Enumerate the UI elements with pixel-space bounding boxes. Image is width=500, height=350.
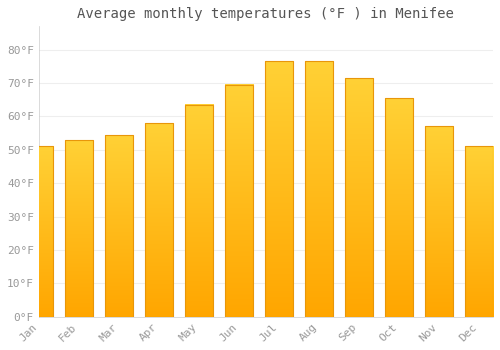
- Bar: [185, 105, 213, 317]
- Bar: [65, 140, 93, 317]
- Bar: [105, 135, 133, 317]
- Title: Average monthly temperatures (°F ) in Menifee: Average monthly temperatures (°F ) in Me…: [78, 7, 454, 21]
- Bar: [25, 147, 53, 317]
- Bar: [465, 147, 493, 317]
- Bar: [465, 147, 493, 317]
- Bar: [105, 135, 133, 317]
- Bar: [225, 85, 253, 317]
- Bar: [305, 61, 333, 317]
- Bar: [265, 61, 293, 317]
- Bar: [265, 61, 293, 317]
- Bar: [425, 126, 453, 317]
- Bar: [385, 98, 413, 317]
- Bar: [145, 123, 173, 317]
- Bar: [25, 147, 53, 317]
- Bar: [425, 126, 453, 317]
- Bar: [65, 140, 93, 317]
- Bar: [225, 85, 253, 317]
- Bar: [385, 98, 413, 317]
- Bar: [345, 78, 373, 317]
- Bar: [185, 105, 213, 317]
- Bar: [305, 61, 333, 317]
- Bar: [145, 123, 173, 317]
- Bar: [345, 78, 373, 317]
